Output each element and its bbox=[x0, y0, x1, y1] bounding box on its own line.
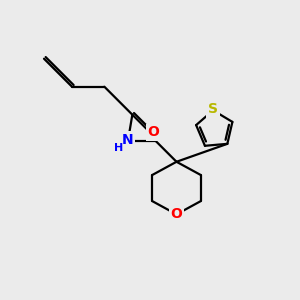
Text: O: O bbox=[171, 207, 182, 221]
Text: N: N bbox=[122, 133, 134, 147]
Text: H: H bbox=[114, 142, 123, 153]
Text: S: S bbox=[208, 102, 218, 116]
Text: O: O bbox=[148, 125, 160, 139]
